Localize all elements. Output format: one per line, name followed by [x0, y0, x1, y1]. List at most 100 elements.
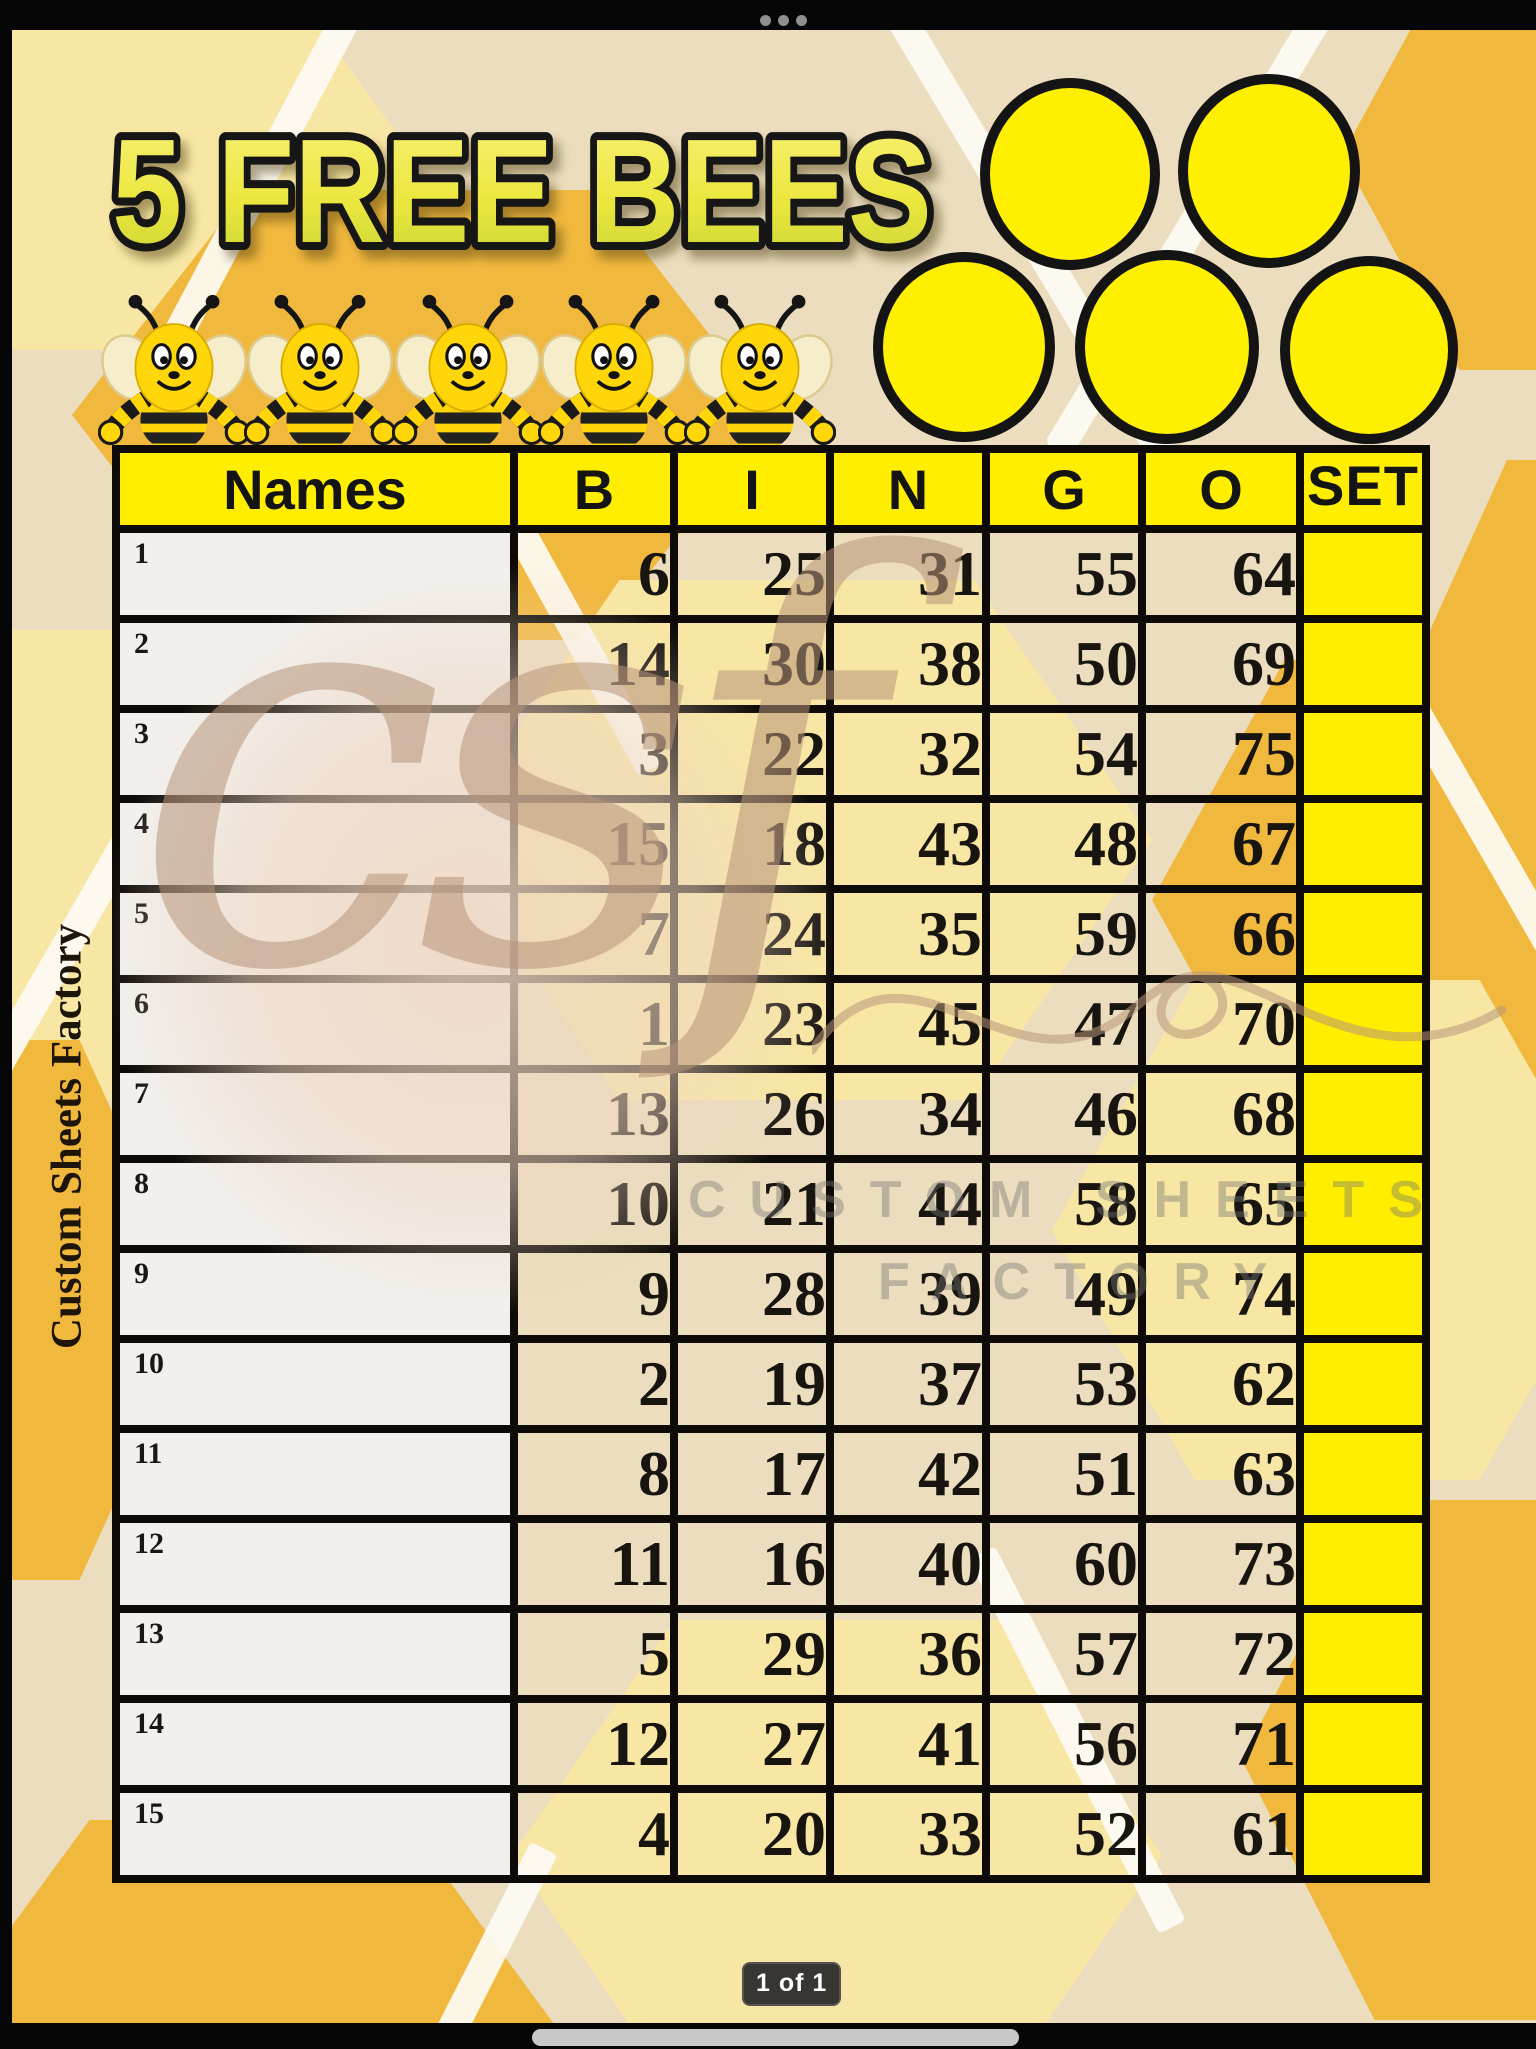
cell-o: 71 [1138, 1695, 1304, 1793]
bee-icon [538, 288, 690, 456]
cell-set [1296, 1155, 1430, 1253]
name-cell: 8 [112, 1155, 518, 1253]
cell-i: 21 [670, 1155, 834, 1253]
cell-g: 58 [982, 1155, 1146, 1253]
cell-i: 17 [670, 1425, 834, 1523]
cell-o: 72 [1138, 1605, 1304, 1703]
cell-n: 31 [826, 525, 990, 623]
cell-i: 19 [670, 1335, 834, 1433]
table-row: 12 11 16 40 60 73 [112, 1515, 1430, 1613]
table-row: 4 15 18 43 48 67 [112, 795, 1430, 893]
header-g: G [982, 445, 1146, 533]
cell-b: 15 [510, 795, 678, 893]
side-brand-text: Custom Sheets Factory [43, 923, 91, 1350]
free-space-circle [1178, 74, 1360, 268]
bee-icon [98, 288, 250, 456]
cell-b: 10 [510, 1155, 678, 1253]
cell-o: 74 [1138, 1245, 1304, 1343]
cell-n: 45 [826, 975, 990, 1073]
dot-icon [760, 15, 771, 26]
cell-i: 27 [670, 1695, 834, 1793]
table-row: 13 5 29 36 57 72 [112, 1605, 1430, 1703]
cell-b: 2 [510, 1335, 678, 1433]
cell-set [1296, 1245, 1430, 1343]
name-cell: 14 [112, 1695, 518, 1793]
header-set: SET [1296, 445, 1430, 533]
cell-b: 7 [510, 885, 678, 983]
cell-n: 35 [826, 885, 990, 983]
free-space-circle [1280, 256, 1458, 444]
cell-n: 41 [826, 1695, 990, 1793]
row-number: 13 [134, 1617, 164, 1650]
cell-o: 73 [1138, 1515, 1304, 1613]
table-row: 7 13 26 34 46 68 [112, 1065, 1430, 1163]
cell-g: 50 [982, 615, 1146, 713]
bingo-table: Names B I N G O SET 1 6 25 31 55 64 2 14 30 38 50 6… [112, 445, 1430, 1883]
table-row: 11 8 17 42 51 63 [112, 1425, 1430, 1523]
cell-i: 20 [670, 1785, 834, 1883]
bee-icon [244, 288, 396, 456]
cell-n: 43 [826, 795, 990, 893]
cell-b: 9 [510, 1245, 678, 1343]
cell-o: 66 [1138, 885, 1304, 983]
cell-o: 75 [1138, 705, 1304, 803]
menu-dots-icon[interactable] [760, 15, 807, 26]
header-o: O [1138, 445, 1304, 533]
cell-set [1296, 1065, 1430, 1163]
name-cell: 3 [112, 705, 518, 803]
page-title-graphic: 5 FREE BEES [104, 101, 940, 282]
cell-g: 46 [982, 1065, 1146, 1163]
cell-set [1296, 1335, 1430, 1433]
page-indicator-badge: 1 of 1 [742, 1962, 842, 2006]
name-cell: 9 [112, 1245, 518, 1343]
cell-b: 3 [510, 705, 678, 803]
cell-set [1296, 975, 1430, 1073]
free-space-circle [980, 78, 1160, 270]
row-number: 8 [134, 1167, 149, 1200]
table-row: 5 7 24 35 59 66 [112, 885, 1430, 983]
cell-b: 8 [510, 1425, 678, 1523]
name-cell: 4 [112, 795, 518, 893]
row-number: 6 [134, 987, 149, 1020]
cell-n: 44 [826, 1155, 990, 1253]
name-cell: 2 [112, 615, 518, 713]
cell-n: 37 [826, 1335, 990, 1433]
cell-b: 1 [510, 975, 678, 1073]
cell-n: 38 [826, 615, 990, 713]
cell-i: 18 [670, 795, 834, 893]
cell-i: 29 [670, 1605, 834, 1703]
cell-o: 62 [1138, 1335, 1304, 1433]
bee-icon [684, 288, 836, 456]
table-row: 10 2 19 37 53 62 [112, 1335, 1430, 1433]
bingo-sheet-image: 5 FREE BEES [12, 30, 1536, 2023]
dot-icon [778, 15, 789, 26]
cell-set [1296, 1425, 1430, 1523]
name-cell: 5 [112, 885, 518, 983]
cell-b: 5 [510, 1605, 678, 1703]
table-row: 15 4 20 33 52 61 [112, 1785, 1430, 1883]
cell-i: 28 [670, 1245, 834, 1343]
cell-o: 67 [1138, 795, 1304, 893]
name-cell: 10 [112, 1335, 518, 1433]
cell-set [1296, 1695, 1430, 1793]
cell-g: 54 [982, 705, 1146, 803]
cell-n: 39 [826, 1245, 990, 1343]
cell-b: 13 [510, 1065, 678, 1163]
cell-n: 33 [826, 1785, 990, 1883]
cell-g: 60 [982, 1515, 1146, 1613]
row-number: 12 [134, 1527, 164, 1560]
cell-n: 42 [826, 1425, 990, 1523]
cell-i: 16 [670, 1515, 834, 1613]
header-row: Names B I N G O SET [112, 445, 1430, 533]
cell-o: 64 [1138, 525, 1304, 623]
cell-o: 63 [1138, 1425, 1304, 1523]
home-indicator-bar[interactable] [532, 2029, 1019, 2046]
table-row: 3 3 22 32 54 75 [112, 705, 1430, 803]
header-n: N [826, 445, 990, 533]
name-cell: 12 [112, 1515, 518, 1613]
table-row: 8 10 21 44 58 65 [112, 1155, 1430, 1253]
cell-i: 24 [670, 885, 834, 983]
name-cell: 11 [112, 1425, 518, 1523]
row-number: 4 [134, 807, 149, 840]
cell-g: 53 [982, 1335, 1146, 1433]
